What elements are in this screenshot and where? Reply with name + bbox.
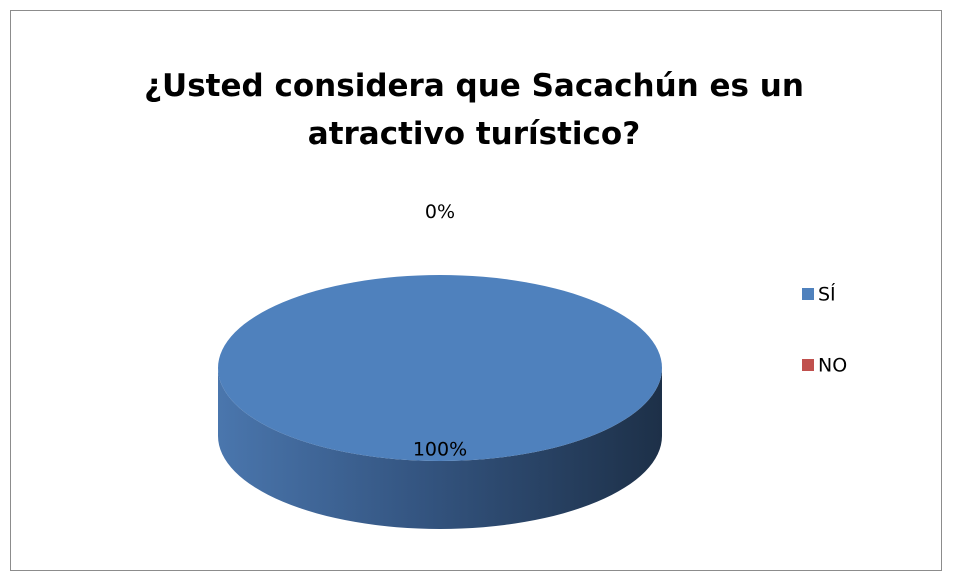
pie-side <box>218 368 662 529</box>
legend-swatch <box>802 288 814 300</box>
legend-swatch <box>802 359 814 371</box>
legend-label: NO <box>818 355 847 377</box>
pie-slice <box>218 275 662 461</box>
chart-title: ¿Usted considera que Sacachún es un atra… <box>144 68 804 152</box>
data-label: 100% <box>413 438 467 460</box>
data-label: 0% <box>425 201 455 223</box>
legend-label: SÍ <box>818 283 836 306</box>
chart-frame <box>10 10 942 571</box>
